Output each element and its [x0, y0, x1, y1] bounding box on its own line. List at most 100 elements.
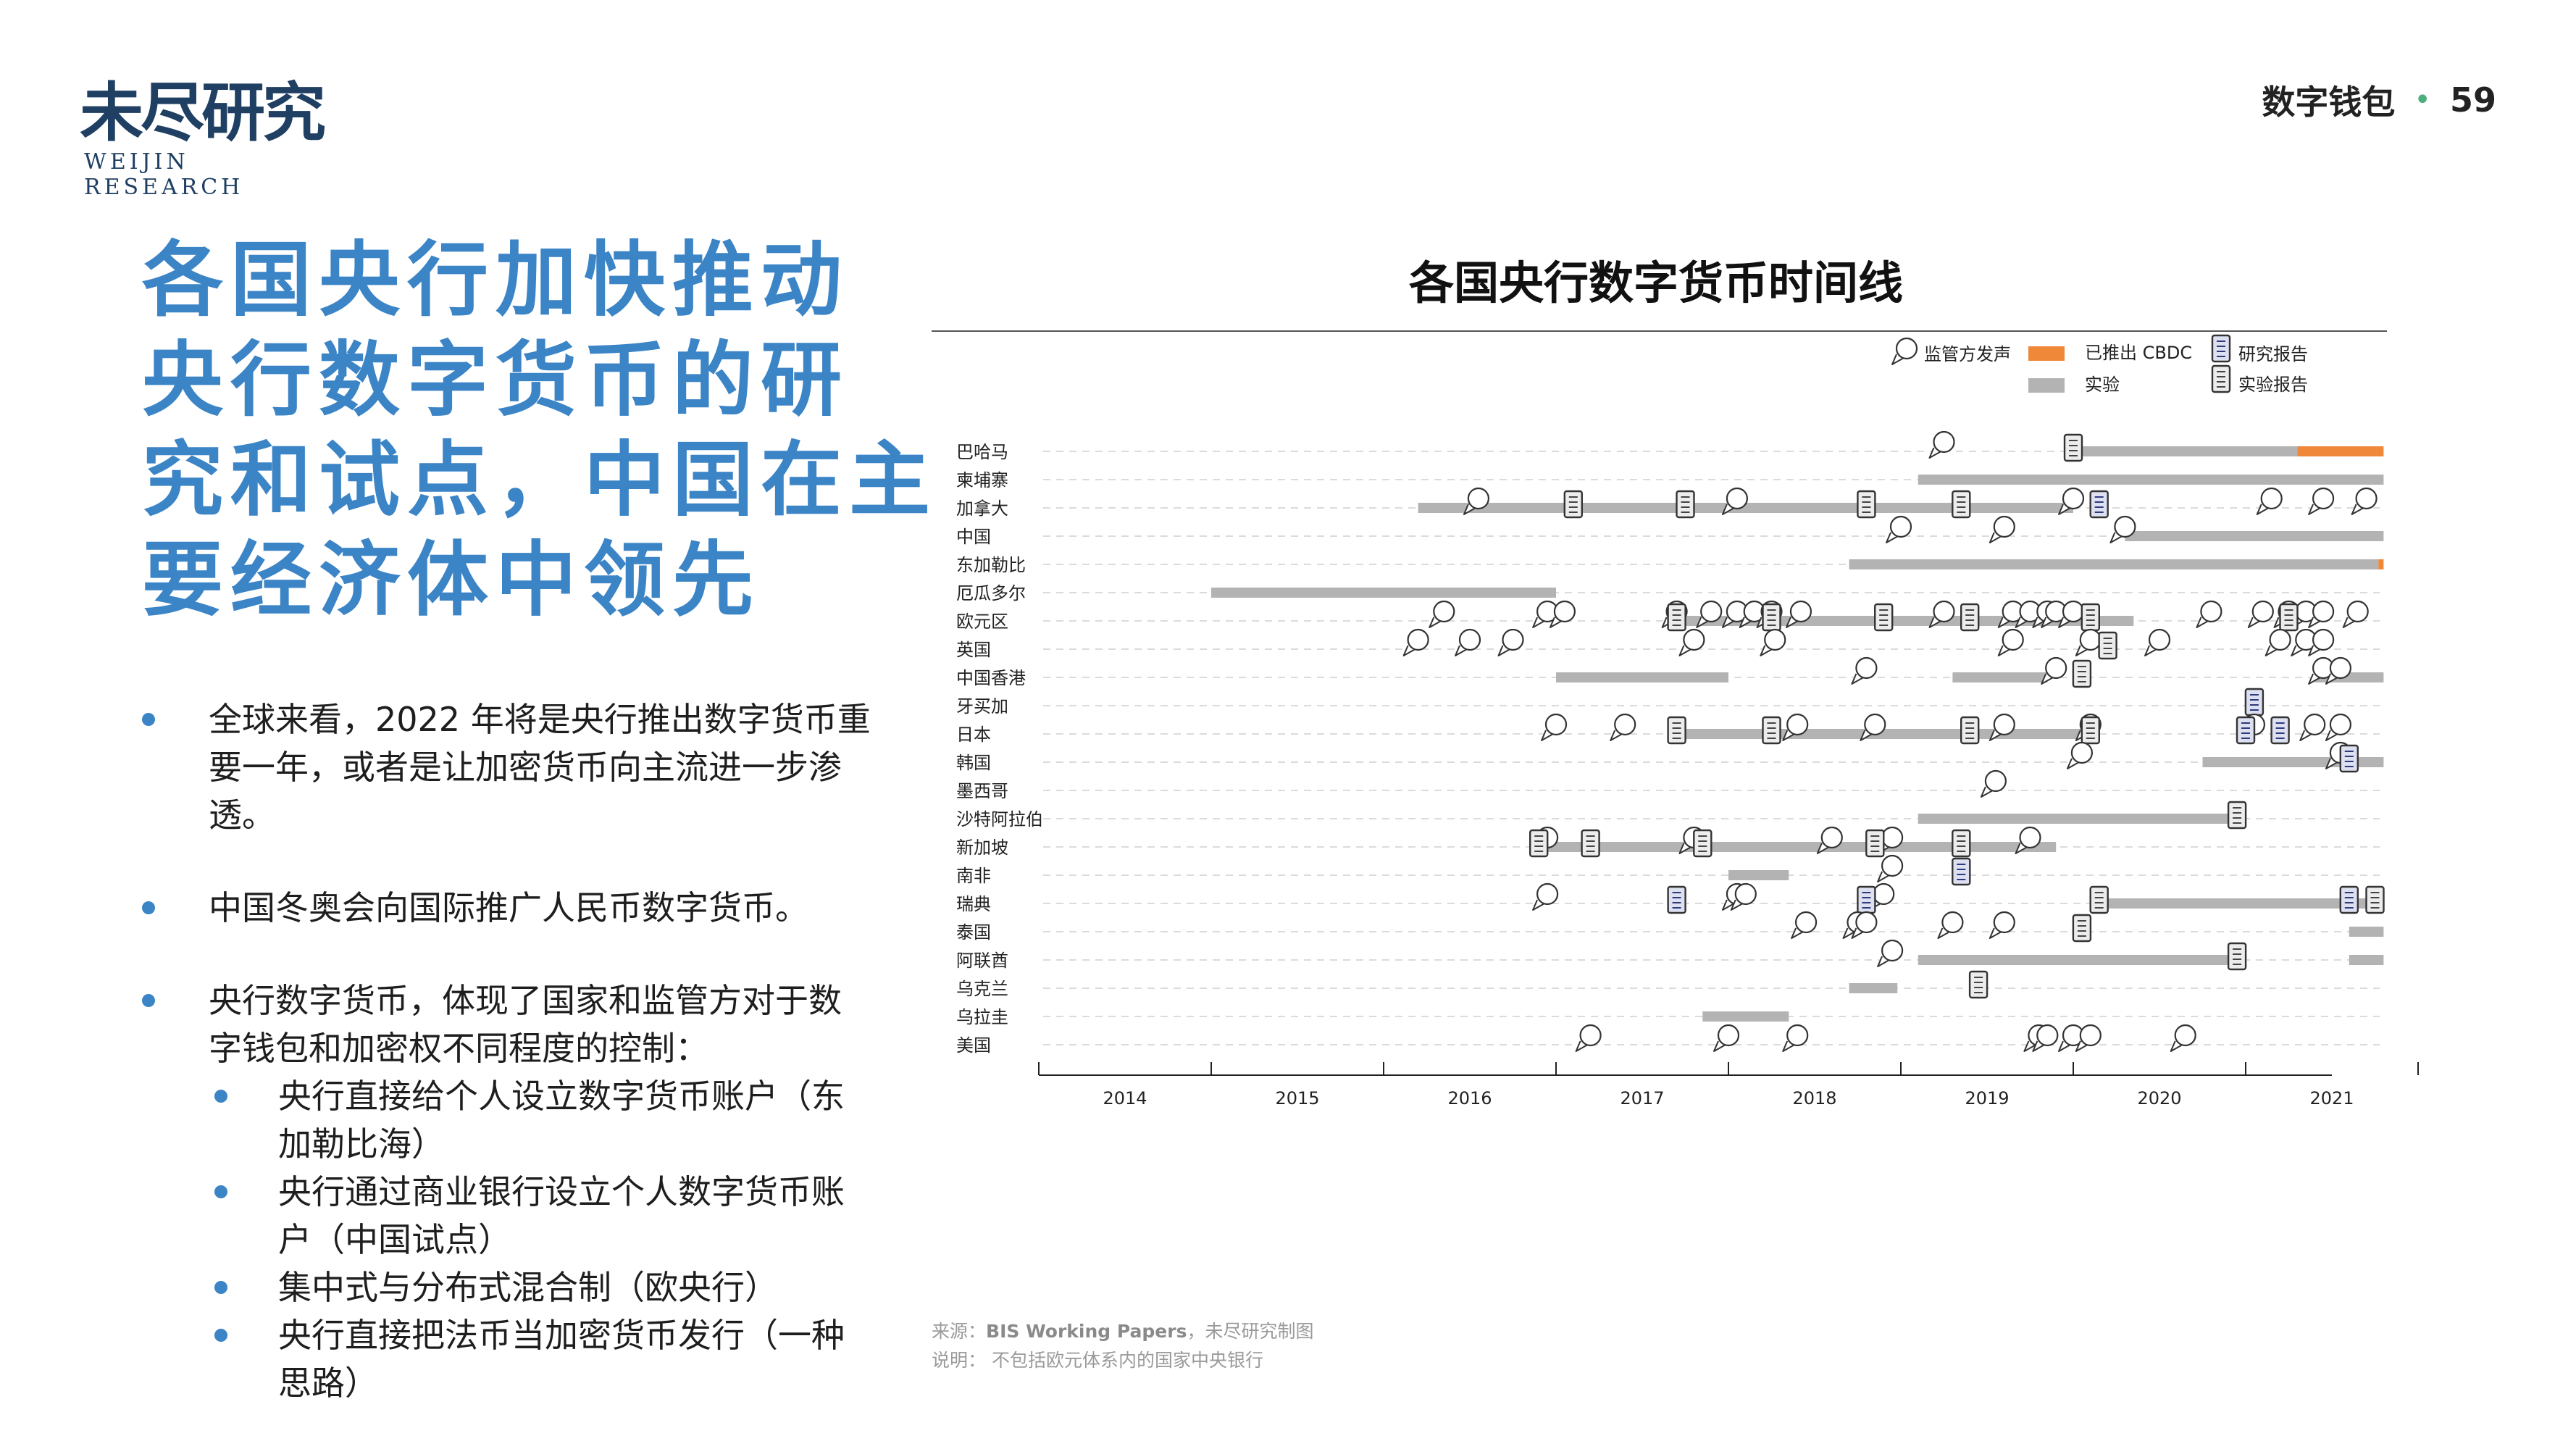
pilot-report-icon-sheet	[1952, 490, 1971, 519]
country-label: 韩国	[956, 753, 991, 773]
country-row: 泰国	[956, 922, 2384, 943]
research-report-icon-sheet	[1667, 885, 1686, 914]
speech-bubble-icon	[1497, 628, 1524, 656]
speech-bubble-icon-body	[2114, 515, 2136, 538]
pilot-report-icon	[2227, 801, 2247, 830]
country-row: 南非	[956, 866, 2380, 886]
country-label: 欧元区	[956, 611, 1008, 632]
x-tick-label: 2015	[1275, 1088, 1319, 1108]
explanation-note: 说明： 不包括欧元体系内的国家中央银行	[932, 1350, 1263, 1371]
x-tick-label: 2019	[1965, 1088, 2009, 1108]
pilot-report-icon-sheet	[1667, 716, 1686, 745]
speech-bubble-icon	[2144, 628, 2171, 656]
legend-research-report-icon	[2211, 334, 2231, 363]
research-report-icon-sheet	[2339, 885, 2359, 914]
country-row: 墨西哥	[956, 781, 2380, 801]
speech-bubble-icon-body	[2019, 826, 2041, 849]
speech-bubble-icon	[1429, 600, 1455, 628]
pilot-report-icon	[2072, 659, 2092, 688]
pilot-report-icon	[1581, 829, 1600, 858]
pilot-report-icon	[1762, 716, 1781, 745]
legend-speech-bubble-icon-body	[1895, 337, 1918, 360]
country-label: 日本	[956, 724, 991, 745]
headline-line: 央行数字货币的研	[142, 333, 849, 427]
bullet-dot	[142, 994, 155, 1007]
speech-bubble-icon	[2109, 515, 2136, 543]
pilot-report-icon	[1865, 829, 1885, 858]
page-header: 数字钱包 • 59	[2262, 78, 2496, 122]
pilot-report-icon-sheet	[1952, 829, 1971, 858]
speech-bubble-icon-body	[1864, 713, 1886, 736]
speech-bubble-icon-body	[1717, 1024, 1740, 1047]
speech-bubble-icon	[1696, 600, 1723, 628]
pilot-report-icon-sheet	[1968, 970, 1989, 999]
speech-bubble-icon	[1532, 600, 1559, 628]
pilot-report-icon	[1857, 490, 1876, 519]
x-tick-label: 2014	[1103, 1088, 1147, 1108]
sub-bullet-text: 央行直接给个人设立数字货币账户（东加勒比海）	[278, 1077, 845, 1164]
speech-bubble-icon-body	[2329, 656, 2351, 680]
x-tick-label: 2017	[1620, 1088, 1664, 1108]
section-title: 数字钱包	[2262, 83, 2396, 122]
speech-bubble-icon	[1549, 600, 1576, 628]
speech-bubble-icon-body	[2312, 600, 2335, 623]
speech-bubble-icon-body	[1889, 515, 1912, 538]
speech-bubble-icon	[2299, 713, 2326, 741]
pilot-report-icon-sheet	[1762, 716, 1781, 745]
x-axis: 2014 2015 2016 2017 2018 2019 2020 2021	[1038, 1062, 2419, 1108]
pilot-report-icon	[2279, 603, 2299, 632]
pilot-report-icon-sheet	[1762, 603, 1781, 632]
experiment-bar	[1728, 870, 1789, 880]
speech-bubble-icon	[2032, 1024, 2059, 1052]
country-row: 沙特阿拉伯	[956, 809, 2380, 830]
speech-bubble-icon	[2170, 1024, 2196, 1052]
pilot-report-icon-sheet	[2098, 631, 2117, 660]
brand-name-en: WEIJIN RESEARCH	[84, 149, 244, 200]
speech-bubble-icon	[1610, 713, 1636, 741]
experiment-bar	[1918, 955, 2238, 965]
speech-bubble-icon	[2247, 600, 2274, 628]
chart-notes: 来源：BIS Working Papers，未尽研究制图 说明： 不包括欧元体系…	[932, 1317, 1313, 1375]
speech-bubble-icon	[1532, 882, 1559, 911]
speech-bubble-icon-body	[1407, 628, 1429, 651]
research-report-icon	[1952, 857, 1971, 886]
speech-bubble-icon	[2325, 713, 2351, 741]
country-label: 新加坡	[956, 838, 1008, 858]
speech-bubble-icon-body	[1873, 882, 1895, 906]
speech-bubble-icon-body	[1855, 911, 1878, 934]
country-row: 新加坡	[956, 838, 2380, 858]
speech-bubble-icon-body	[2304, 713, 2326, 736]
research-report-icon	[2089, 490, 2109, 519]
speech-bubble-icon-body	[2251, 600, 2274, 623]
source-rest: ，未尽研究制图	[1187, 1321, 1314, 1342]
speech-bubble-icon-body	[1993, 515, 2015, 538]
speech-bubble-icon-body	[2045, 656, 2067, 680]
country-label: 加拿大	[956, 498, 1008, 519]
speech-bubble-icon-body	[1544, 713, 1568, 736]
source-note: 来源：BIS Working Papers，未尽研究制图	[932, 1317, 1313, 1346]
sub-bullet-item: 央行通过商业银行设立个人数字货币账户（中国试点）	[142, 1168, 874, 1264]
speech-bubble-icon	[1463, 487, 1490, 515]
research-report-icon	[2339, 744, 2359, 773]
research-report-icon-sheet	[1952, 857, 1971, 886]
pilot-report-icon-sheet	[2365, 885, 2385, 914]
sub-bullet-text: 央行通过商业银行设立个人数字货币账户（中国试点）	[278, 1172, 845, 1259]
pilot-report-icon-sheet	[2081, 716, 2101, 745]
pilot-report-icon	[2089, 885, 2109, 914]
sub-bullet-item: 央行直接给个人设立数字货币账户（东加勒比海）	[142, 1072, 874, 1168]
speech-bubble-icon	[2041, 656, 2067, 685]
speech-bubble-icon-body	[2355, 487, 2378, 510]
pilot-report-icon	[2063, 433, 2083, 462]
speech-bubble-icon-body	[1458, 628, 1481, 651]
speech-bubble-icon	[2342, 600, 2369, 628]
speech-bubble-icon	[1678, 628, 1705, 656]
country-row: 阿联酋	[956, 951, 2384, 971]
pilot-report-icon-sheet	[1960, 716, 1980, 745]
bullet-dot	[214, 1329, 227, 1342]
pilot-report-icon-sheet	[1667, 603, 1686, 632]
speech-bubble-icon	[1791, 911, 1818, 939]
bullet-item: 央行数字货币，体现了国家和监管方对于数字钱包和加密权不同程度的控制：	[142, 977, 874, 1072]
country-label: 美国	[956, 1035, 991, 1056]
speech-bubble-icon	[2058, 487, 2085, 515]
